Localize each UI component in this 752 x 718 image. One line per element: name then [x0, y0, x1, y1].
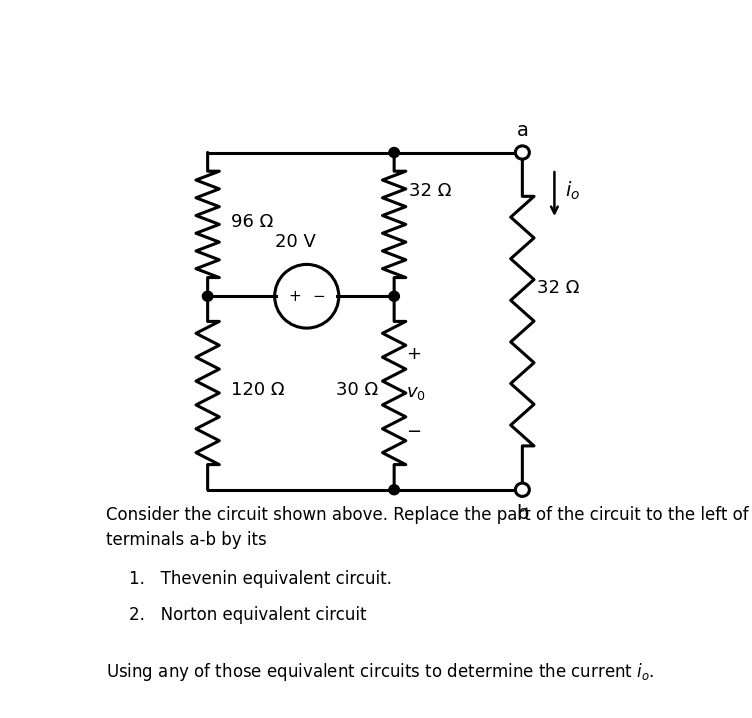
Text: +: +	[288, 289, 301, 304]
Circle shape	[515, 146, 529, 159]
Text: 30 Ω: 30 Ω	[336, 381, 378, 399]
Text: 96 Ω: 96 Ω	[231, 213, 273, 230]
Text: 2.   Norton equivalent circuit: 2. Norton equivalent circuit	[129, 606, 366, 624]
Text: 1.   Thevenin equivalent circuit.: 1. Thevenin equivalent circuit.	[129, 570, 392, 588]
Text: −: −	[313, 289, 326, 304]
Circle shape	[202, 292, 213, 302]
Text: Using any of those equivalent circuits to determine the current $i_o$.: Using any of those equivalent circuits t…	[105, 661, 654, 683]
Circle shape	[515, 483, 529, 496]
Text: a: a	[517, 121, 529, 140]
Text: 20 V: 20 V	[274, 233, 316, 251]
Text: $i_o$: $i_o$	[565, 180, 580, 202]
Text: 32 Ω: 32 Ω	[409, 182, 451, 200]
Circle shape	[389, 292, 399, 302]
Text: 32 Ω: 32 Ω	[537, 279, 579, 297]
Circle shape	[389, 485, 399, 495]
Text: −: −	[406, 423, 421, 441]
Text: $v_0$: $v_0$	[406, 384, 426, 402]
Circle shape	[389, 147, 399, 157]
Text: 120 Ω: 120 Ω	[231, 381, 284, 399]
Text: Consider the circuit shown above. Replace the part of the circuit to the left of: Consider the circuit shown above. Replac…	[105, 506, 748, 549]
Text: b: b	[516, 503, 529, 523]
Text: +: +	[406, 345, 421, 363]
